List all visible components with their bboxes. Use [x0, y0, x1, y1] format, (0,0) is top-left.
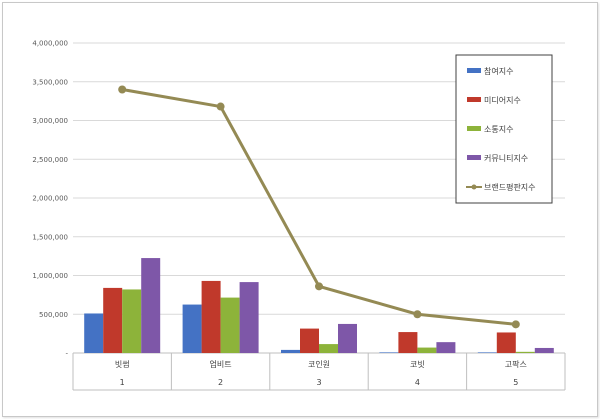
legend-label: 브랜드평판지수 [484, 182, 536, 192]
legend-swatch [467, 97, 481, 102]
line-point [413, 310, 422, 319]
x-category-index: 1 [120, 378, 125, 387]
y-tick-label: 1,000,000 [32, 272, 68, 280]
bar-series-4 [239, 282, 259, 353]
bar-series-2 [496, 332, 516, 353]
bar-series-2 [398, 332, 418, 353]
x-category-index: 4 [415, 378, 420, 387]
bar-series-1 [281, 349, 300, 353]
bar-series-3 [515, 351, 535, 353]
y-tick-label: 3,000,000 [32, 117, 68, 125]
legend-label: 커뮤니티지수 [484, 153, 528, 163]
x-category-index: 3 [316, 378, 321, 387]
line-point [216, 102, 225, 111]
bar-series-3 [220, 297, 240, 353]
bar-series-4 [436, 342, 456, 353]
x-category-label: 업비트 [210, 360, 232, 369]
x-category-index: 2 [218, 378, 223, 387]
bar-series-4 [338, 323, 357, 353]
bar-series-3 [319, 344, 338, 353]
y-tick-label: 3,500,000 [32, 78, 68, 86]
bar-series-2 [201, 280, 221, 353]
bar-series-1 [182, 304, 202, 353]
bar-series-1 [477, 352, 497, 353]
legend-label: 미디어지수 [484, 95, 521, 105]
bar-series-3 [417, 347, 437, 353]
x-category-label: 고팍스 [505, 359, 527, 369]
x-category-index: 5 [513, 378, 518, 387]
bar-series-3 [122, 289, 142, 353]
y-tick-label: 4,000,000 [32, 40, 68, 48]
bar-series-1 [379, 352, 399, 353]
line-point [118, 85, 127, 94]
y-tick-label: 2,000,000 [32, 195, 68, 203]
legend-swatch [467, 155, 481, 160]
legend-swatch-marker [471, 184, 477, 190]
bar-series-1 [84, 313, 104, 353]
legend-swatch [467, 68, 481, 73]
legend-label: 소통지수 [484, 125, 513, 134]
x-category-label: 코인원 [308, 359, 330, 369]
legend-swatch [467, 126, 481, 131]
bar-series-4 [534, 347, 554, 353]
line-point [511, 320, 520, 329]
y-tick-label: 2,500,000 [32, 156, 68, 164]
y-tick-label: 1,500,000 [32, 233, 68, 241]
legend-label: 참여지수 [484, 66, 513, 76]
x-category-label: 빗썸 [115, 360, 130, 369]
bar-series-4 [141, 258, 161, 353]
y-tick-label: 500,000 [39, 311, 68, 319]
bar-series-2 [300, 328, 319, 353]
bar-series-2 [103, 287, 123, 353]
line-point [315, 282, 323, 291]
x-category-label: 코빗 [410, 360, 425, 369]
y-tick-label: - [65, 350, 68, 358]
